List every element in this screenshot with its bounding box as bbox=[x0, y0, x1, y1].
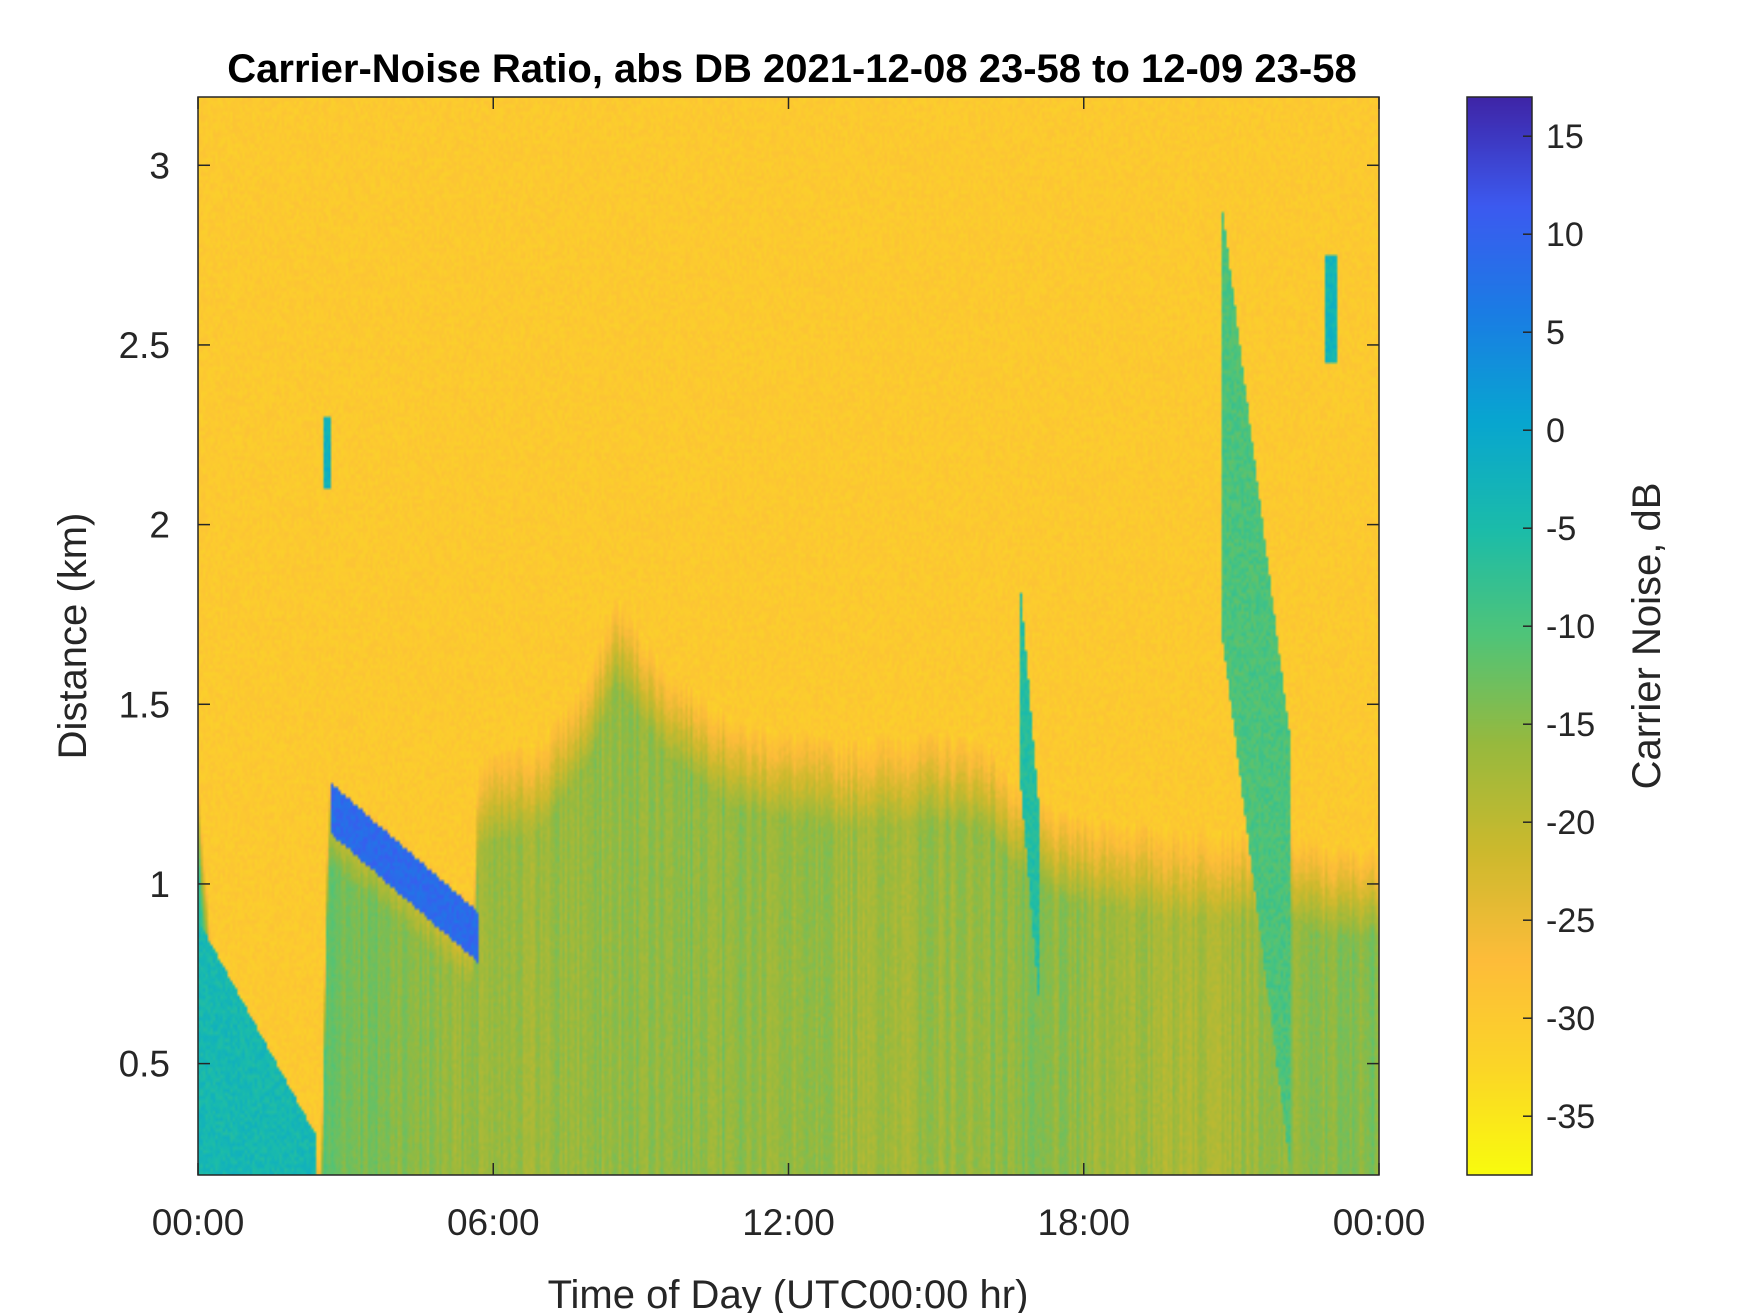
y-ticks: 0.5 1 1.5 2 2.5 3 bbox=[119, 145, 1379, 1085]
colorbar-label: Carrier Noise, dB bbox=[1625, 483, 1669, 790]
colorbar-tick-label: -5 bbox=[1546, 510, 1576, 548]
colorbar-frame bbox=[1466, 96, 1533, 1176]
x-tick-label: 18:00 bbox=[1037, 1202, 1130, 1243]
colorbar-tick-label: -20 bbox=[1546, 804, 1595, 842]
y-tick-label: 2.5 bbox=[119, 325, 170, 366]
colorbar-tick-label: -30 bbox=[1546, 1000, 1595, 1038]
y-tick-label: 2 bbox=[149, 505, 170, 546]
colorbar-gradient bbox=[1467, 97, 1532, 1175]
x-tick-label: 06:00 bbox=[447, 1202, 540, 1243]
x-tick-label: 12:00 bbox=[742, 1202, 835, 1243]
y-tick-label: 1 bbox=[149, 864, 170, 905]
x-axis-label: Time of Day (UTC00:00 hr) bbox=[548, 1273, 1029, 1313]
heatmap-image bbox=[198, 97, 1379, 1175]
colorbar-ticks: -35 -30 -25 -20 -15 -10 -5 0 5 10 15 bbox=[1523, 118, 1595, 1136]
y-axis-label: Distance (km) bbox=[51, 513, 95, 760]
x-tick-label: 00:00 bbox=[1333, 1202, 1426, 1243]
colorbar-tick-label: -15 bbox=[1546, 706, 1595, 744]
colorbar-tick-label: 0 bbox=[1546, 412, 1565, 450]
colorbar: -35 -30 -25 -20 -15 -10 -5 0 5 10 15 bbox=[1466, 96, 1595, 1176]
colorbar-tick-label: -35 bbox=[1546, 1098, 1595, 1136]
x-ticks: 00:00 06:00 12:00 18:00 00:00 bbox=[152, 97, 1426, 1243]
y-tick-label: 0.5 bbox=[119, 1044, 170, 1085]
colorbar-tick-label: 15 bbox=[1546, 118, 1584, 156]
heatmap-plot: 00:00 06:00 12:00 18:00 00:00 0.5 1 1.5 2 2.5 3 bbox=[119, 96, 1426, 1243]
x-tick-label: 00:00 bbox=[152, 1202, 245, 1243]
y-tick-label: 3 bbox=[149, 145, 170, 186]
chart-title: Carrier-Noise Ratio, abs DB 2021-12-08 2… bbox=[227, 47, 1356, 91]
colorbar-tick-label: 10 bbox=[1546, 216, 1584, 254]
colorbar-tick-label: -25 bbox=[1546, 902, 1595, 940]
y-tick-label: 1.5 bbox=[119, 684, 170, 725]
colorbar-tick-label: 5 bbox=[1546, 314, 1565, 352]
colorbar-tick-label: -10 bbox=[1546, 608, 1595, 646]
